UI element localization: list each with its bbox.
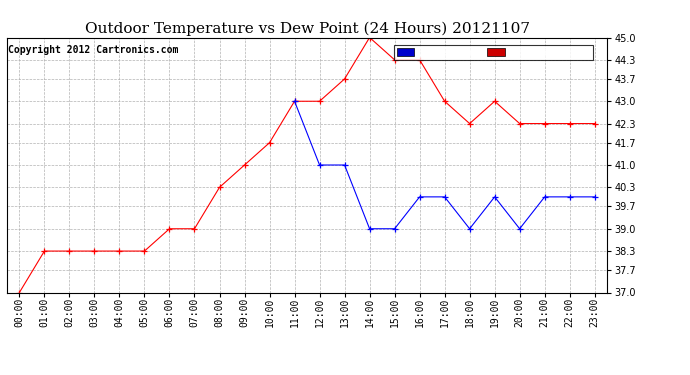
Legend: Dew Point (°F), Temperature (°F): Dew Point (°F), Temperature (°F) — [395, 45, 593, 60]
Text: Copyright 2012 Cartronics.com: Copyright 2012 Cartronics.com — [8, 45, 179, 55]
Title: Outdoor Temperature vs Dew Point (24 Hours) 20121107: Outdoor Temperature vs Dew Point (24 Hou… — [85, 22, 529, 36]
